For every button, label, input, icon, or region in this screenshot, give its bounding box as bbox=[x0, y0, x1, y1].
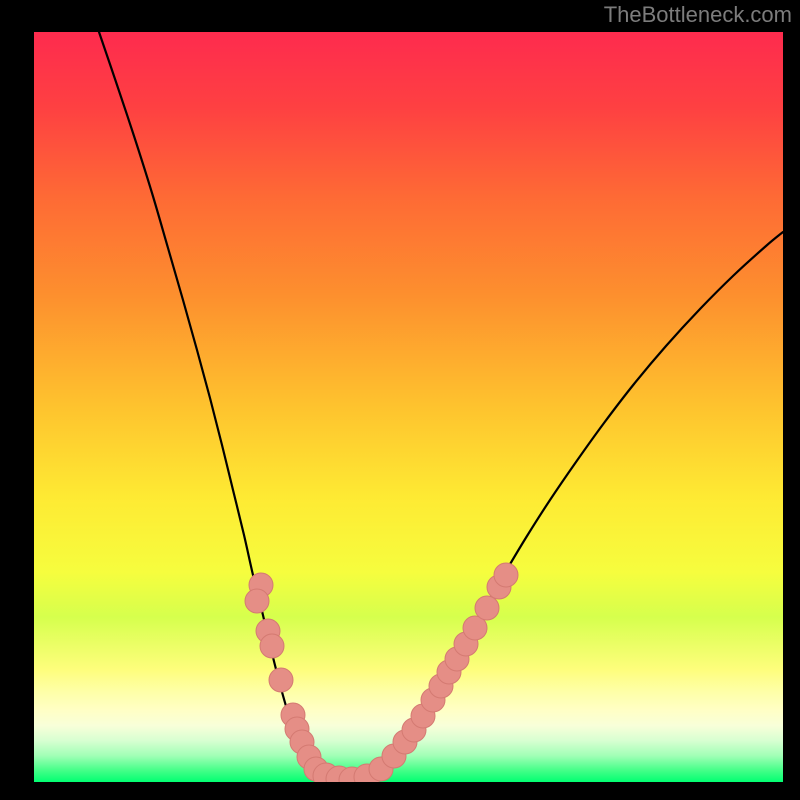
right-cluster-marker bbox=[494, 563, 518, 587]
border-mask bbox=[0, 782, 800, 800]
left-cluster-marker bbox=[245, 589, 269, 613]
watermark-text: TheBottleneck.com bbox=[604, 2, 792, 28]
chart-svg-layer bbox=[0, 0, 800, 800]
left-cluster-marker bbox=[269, 668, 293, 692]
border-mask bbox=[0, 0, 34, 800]
left-cluster-marker bbox=[260, 634, 284, 658]
border-mask bbox=[783, 0, 800, 800]
right-cluster-marker bbox=[475, 596, 499, 620]
chart-frame: TheBottleneck.com bbox=[0, 0, 800, 800]
